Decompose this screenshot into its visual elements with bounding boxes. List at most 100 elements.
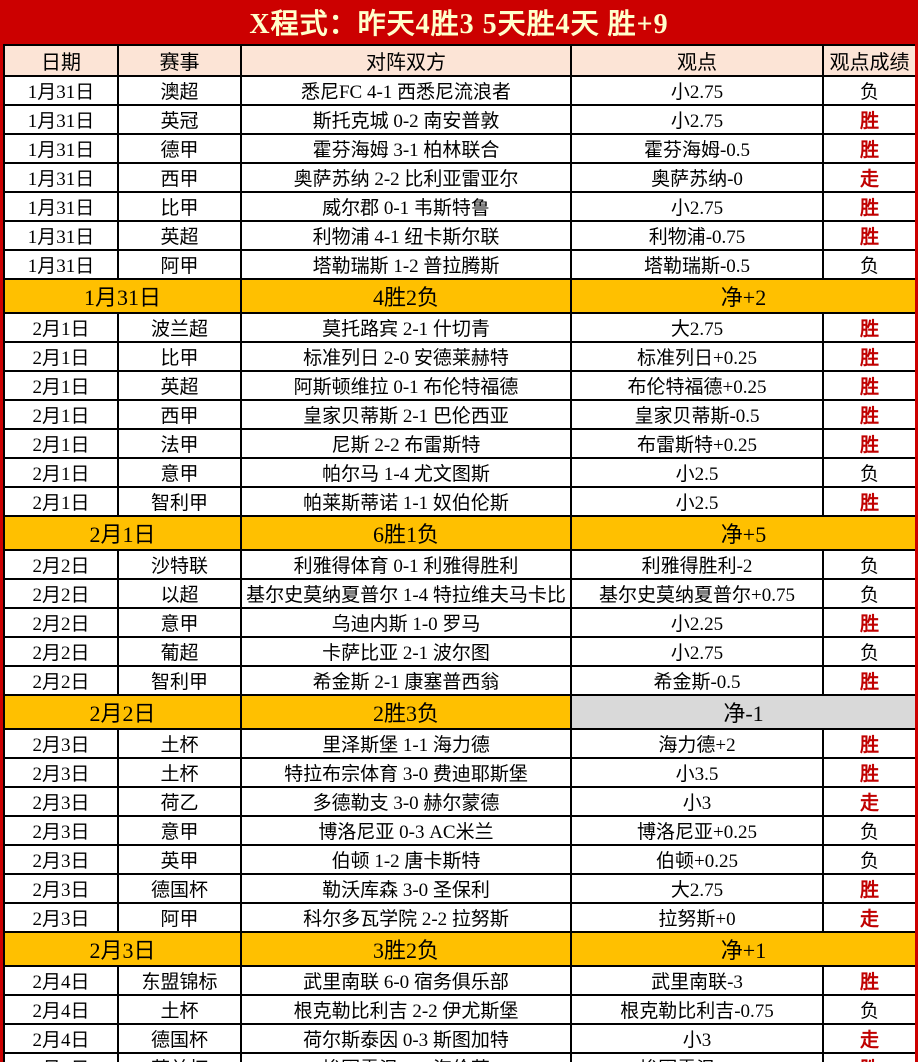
view-cell-text: 奥萨苏纳-0 [651,169,743,190]
match-cell: 特拉布宗体育 3-0 费迪耶斯堡 [240,757,572,788]
match-cell-text: 希金斯 2-1 康塞普西翁 [312,672,500,693]
result-cell: 负 [822,994,915,1025]
match-cell-text: 科尔多瓦学院 2-2 拉努斯 [303,909,509,930]
date-cell: 2月1日 [3,486,119,517]
match-row: 1月31日 德甲 霍芬海姆 3-1 柏林联合 霍芬海姆-0.5 胜 [3,133,915,164]
league-cell: 波兰超 [117,312,242,343]
view-cell-text: 皇家贝蒂斯-0.5 [634,406,760,427]
view-cell: 大2.75 [570,312,824,343]
league-cell: 德甲 [117,133,242,164]
match-cell: 尼斯 2-2 布雷斯特 [240,428,572,459]
result-cell: 走 [822,1023,915,1054]
match-cell: 塔勒瑞斯 1-2 普拉腾斯 [240,249,572,280]
result-cell: 胜 [822,191,915,222]
view-cell-text: 希金斯-0.5 [653,672,741,693]
view-cell-text: 小2.25 [670,614,724,635]
view-cell: 小3 [570,786,824,817]
view-cell-text: 布雷斯特+0.25 [637,435,757,456]
result-cell: 胜 [822,607,915,638]
view-cell: 利物浦-0.75 [570,220,824,251]
view-cell: 利雅得胜利-2 [570,549,824,580]
summary-record-cell: 3胜2负 [240,931,572,967]
date-cell: 2月1日 [3,370,119,401]
date-cell: 2月3日 [3,757,119,788]
match-cell-text: 塔勒瑞斯 1-2 普拉腾斯 [312,256,500,277]
match-cell: 标准列日 2-0 安德莱赫特 [240,341,572,372]
view-cell-text: 小2.75 [670,198,724,219]
match-cell: 里泽斯堡 1-1 海力德 [240,728,572,759]
match-row: 1月31日 英超 利物浦 4-1 纽卡斯尔联 利物浦-0.75 胜 [3,220,915,251]
view-cell: 标准列日+0.25 [570,341,824,372]
header-row: 日期 赛事 对阵双方 观点 观点成绩 [3,44,915,77]
date-cell: 1月31日 [3,104,119,135]
match-row: 1月31日 英冠 斯托克城 0-2 南安普敦 小2.75 胜 [3,104,915,135]
view-cell: 伯顿+0.25 [570,844,824,875]
league-cell: 葡超 [117,636,242,667]
result-cell: 胜 [822,428,915,459]
result-cell: 胜 [822,370,915,401]
match-row: 2月3日 意甲 博洛尼亚 0-3 AC米兰 博洛尼亚+0.25 负 [3,815,915,846]
result-cell: 胜 [822,665,915,696]
view-cell-text: 利雅得胜利-2 [641,556,753,577]
league-cell: 英超 [117,220,242,251]
match-row: 2月1日 西甲 皇家贝蒂斯 2-1 巴伦西亚 皇家贝蒂斯-0.5 胜 [3,399,915,430]
league-cell: 土杯 [117,757,242,788]
view-cell-text: 武里南联-3 [651,972,743,993]
match-cell-text: 斯托克城 0-2 南安普敦 [312,111,500,132]
match-cell-text: 武里南联 6-0 宿务俱乐部 [303,972,509,993]
match-row: 2月3日 德国杯 勒沃库森 3-0 圣保利 大2.75 胜 [3,873,915,904]
view-cell: 海力德+2 [570,728,824,759]
header-view-result: 观点成绩 [822,44,915,77]
league-cell: 智利甲 [117,486,242,517]
view-cell: 小2.75 [570,191,824,222]
view-cell: 小2.75 [570,75,824,106]
match-row: 2月2日 沙特联 利雅得体育 0-1 利雅得胜利 利雅得胜利-2 负 [3,549,915,580]
league-cell: 智利甲 [117,665,242,696]
match-row: 2月2日 以超 基尔史莫纳夏普尔 1-4 特拉维夫马卡比 基尔史莫纳夏普尔+0.75 负 [3,578,915,609]
date-cell: 1月31日 [3,220,119,251]
league-cell: 沙特联 [117,549,242,580]
view-cell: 小2.5 [570,457,824,488]
match-cell-text: 莫托路宾 2-1 什切青 [322,319,490,340]
date-cell: 2月2日 [3,665,119,696]
result-cell: 负 [822,457,915,488]
league-cell: 意甲 [117,607,242,638]
match-cell-text: 博洛尼亚 0-3 AC米兰 [318,822,494,843]
match-row: 2月2日 葡超 卡萨比亚 2-1 波尔图 小2.75 负 [3,636,915,667]
header-view: 观点 [570,44,824,77]
match-row: 2月3日 英甲 伯顿 1-2 唐卡斯特 伯顿+0.25 负 [3,844,915,875]
league-cell: 阿甲 [117,902,242,933]
league-cell: 意甲 [117,457,242,488]
view-cell-text: 拉努斯+0 [658,909,736,930]
view-cell: 小3.5 [570,757,824,788]
summary-row: 2月1日 6胜1负 净+5 [3,515,915,551]
summary-record-cell: 2胜3负 [240,694,572,730]
date-cell: 1月31日 [3,249,119,280]
match-row: 2月1日 法甲 尼斯 2-2 布雷斯特 布雷斯特+0.25 胜 [3,428,915,459]
match-row: 2月1日 英超 阿斯顿维拉 0-1 布伦特福德 布伦特福德+0.25 胜 [3,370,915,401]
date-cell: 2月4日 [3,994,119,1025]
summary-net-cell: 净+2 [570,278,915,314]
view-cell: 拉努斯+0 [570,902,824,933]
view-cell: 希金斯-0.5 [570,665,824,696]
match-cell-text: 荷尔斯泰因 0-3 斯图加特 [303,1030,509,1051]
date-cell: 2月1日 [3,399,119,430]
date-cell: 1月31日 [3,133,119,164]
date-cell: 2月3日 [3,728,119,759]
view-cell-text: 小2.75 [670,643,724,664]
result-cell: 胜 [822,486,915,517]
match-cell: 莫托路宾 2-1 什切青 [240,312,572,343]
result-cell: 负 [822,844,915,875]
summary-date-cell: 2月1日 [3,515,242,551]
date-cell: 2月2日 [3,607,119,638]
view-cell-text: 小2.75 [670,111,724,132]
summary-row: 1月31日 4胜2负 净+2 [3,278,915,314]
match-cell: 帕莱斯蒂诺 1-1 奴伯伦斯 [240,486,572,517]
match-row: 2月3日 土杯 特拉布宗体育 3-0 费迪耶斯堡 小3.5 胜 [3,757,915,788]
date-cell: 2月4日 [3,1052,119,1062]
summary-net-cell: 净-1 [570,694,915,730]
result-cell: 负 [822,549,915,580]
match-row: 2月1日 比甲 标准列日 2-0 安德莱赫特 标准列日+0.25 胜 [3,341,915,372]
league-cell: 英冠 [117,104,242,135]
match-cell: 埃因霍温 4-1 海伦芬 [240,1052,572,1062]
